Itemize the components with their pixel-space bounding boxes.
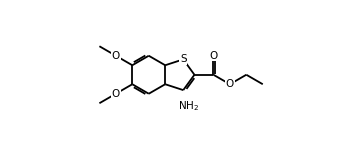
Text: NH$_2$: NH$_2$ [178,99,199,113]
Text: O: O [209,51,218,61]
Text: O: O [112,51,120,61]
Text: S: S [180,54,187,64]
Text: O: O [226,79,234,89]
Text: O: O [112,89,120,99]
